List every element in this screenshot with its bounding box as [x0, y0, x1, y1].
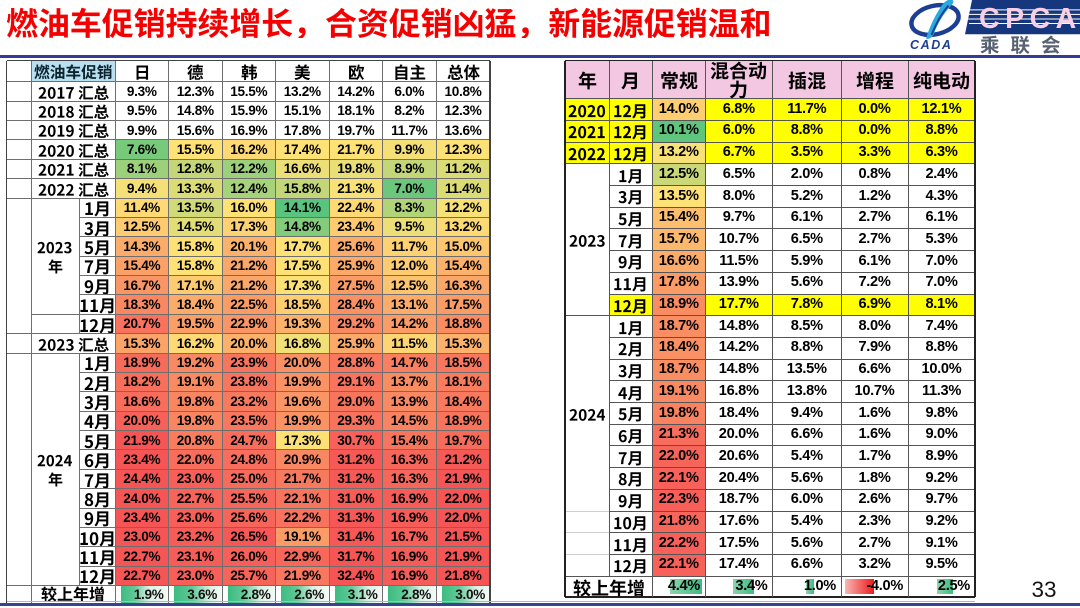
svg-text:CADA: CADA	[910, 38, 953, 52]
svg-text:CPCA: CPCA	[979, 3, 1080, 35]
